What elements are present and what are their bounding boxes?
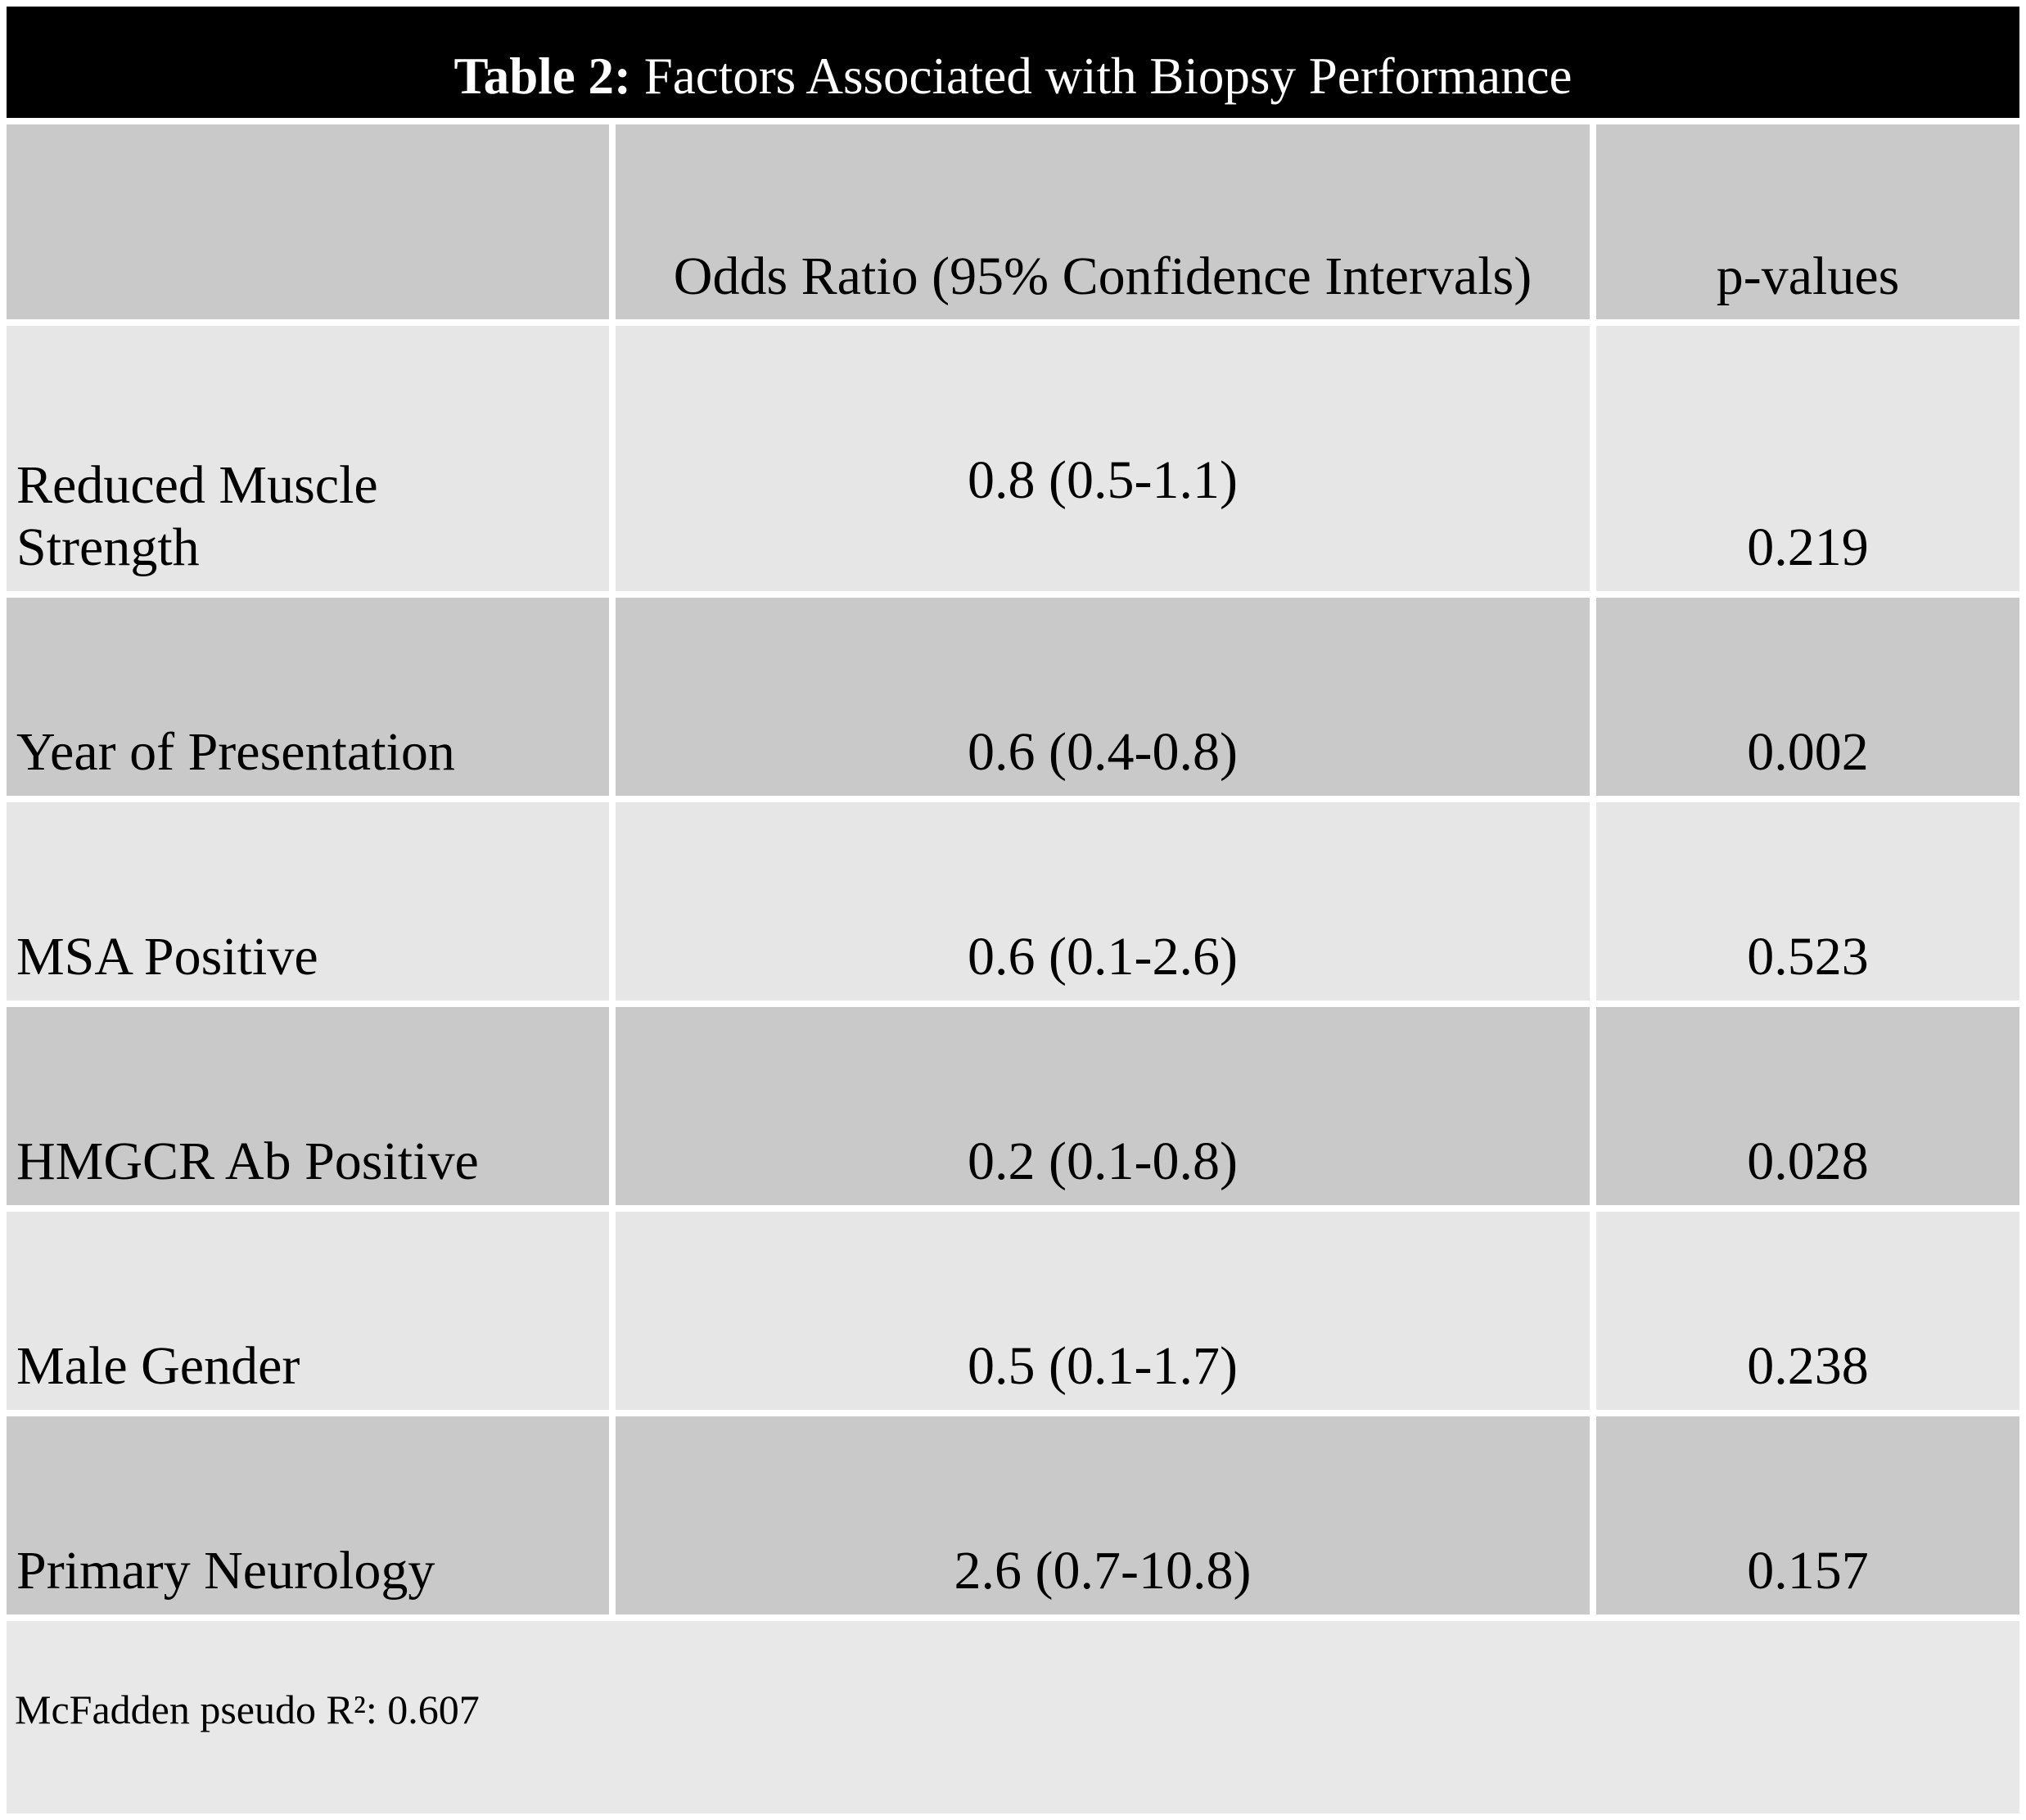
table-row: Reduced Muscle Strength 0.8 (0.5-1.1) 0.… bbox=[7, 326, 2020, 591]
factor-cell: Reduced Muscle Strength bbox=[7, 326, 609, 591]
table-title-number: Table 2: bbox=[453, 47, 631, 105]
table-row: HMGCR Ab Positive 0.2 (0.1-0.8) 0.028 bbox=[7, 1007, 2020, 1205]
p-value-cell: 0.002 bbox=[1596, 598, 2020, 796]
p-value-cell: 0.157 bbox=[1596, 1416, 2020, 1615]
table-title: Table 2: Factors Associated with Biopsy … bbox=[7, 7, 2020, 118]
p-value-cell: 0.219 bbox=[1596, 326, 2020, 591]
odds-ratio-cell: 0.8 (0.5-1.1) bbox=[616, 326, 1590, 591]
table-footnote-row: McFadden pseudo R²: 0.607 bbox=[7, 1621, 2020, 1813]
footnote-text: McFadden pseudo R²: 0.607 bbox=[7, 1621, 2020, 1813]
odds-ratio-cell: 0.5 (0.1-1.7) bbox=[616, 1212, 1590, 1410]
p-value-cell: 0.028 bbox=[1596, 1007, 2020, 1205]
table-row: MSA Positive 0.6 (0.1-2.6) 0.523 bbox=[7, 802, 2020, 1000]
header-odds-ratio-cell: Odds Ratio (95% Confidence Intervals) bbox=[616, 124, 1590, 319]
factor-cell: Year of Presentation bbox=[7, 598, 609, 796]
header-p-values-cell: p-values bbox=[1596, 124, 2020, 319]
p-value-cell: 0.523 bbox=[1596, 802, 2020, 1000]
odds-ratio-cell: 0.6 (0.1-2.6) bbox=[616, 802, 1590, 1000]
factor-cell: HMGCR Ab Positive bbox=[7, 1007, 609, 1205]
p-value-cell: 0.238 bbox=[1596, 1212, 2020, 1410]
table-title-text: Factors Associated with Biopsy Performan… bbox=[630, 47, 1573, 105]
table-header-row: Odds Ratio (95% Confidence Intervals) p-… bbox=[7, 124, 2020, 319]
header-factor-cell bbox=[7, 124, 609, 319]
factor-cell: Male Gender bbox=[7, 1212, 609, 1410]
table-row: Male Gender 0.5 (0.1-1.7) 0.238 bbox=[7, 1212, 2020, 1410]
odds-ratio-cell: 0.2 (0.1-0.8) bbox=[616, 1007, 1590, 1205]
factor-cell: MSA Positive bbox=[7, 802, 609, 1000]
table-row: Primary Neurology 2.6 (0.7-10.8) 0.157 bbox=[7, 1416, 2020, 1615]
odds-ratio-cell: 0.6 (0.4-0.8) bbox=[616, 598, 1590, 796]
odds-ratio-cell: 2.6 (0.7-10.8) bbox=[616, 1416, 1590, 1615]
factor-cell: Primary Neurology bbox=[7, 1416, 609, 1615]
table-title-bar: Table 2: Factors Associated with Biopsy … bbox=[7, 7, 2020, 118]
table-row: Year of Presentation 0.6 (0.4-0.8) 0.002 bbox=[7, 598, 2020, 796]
